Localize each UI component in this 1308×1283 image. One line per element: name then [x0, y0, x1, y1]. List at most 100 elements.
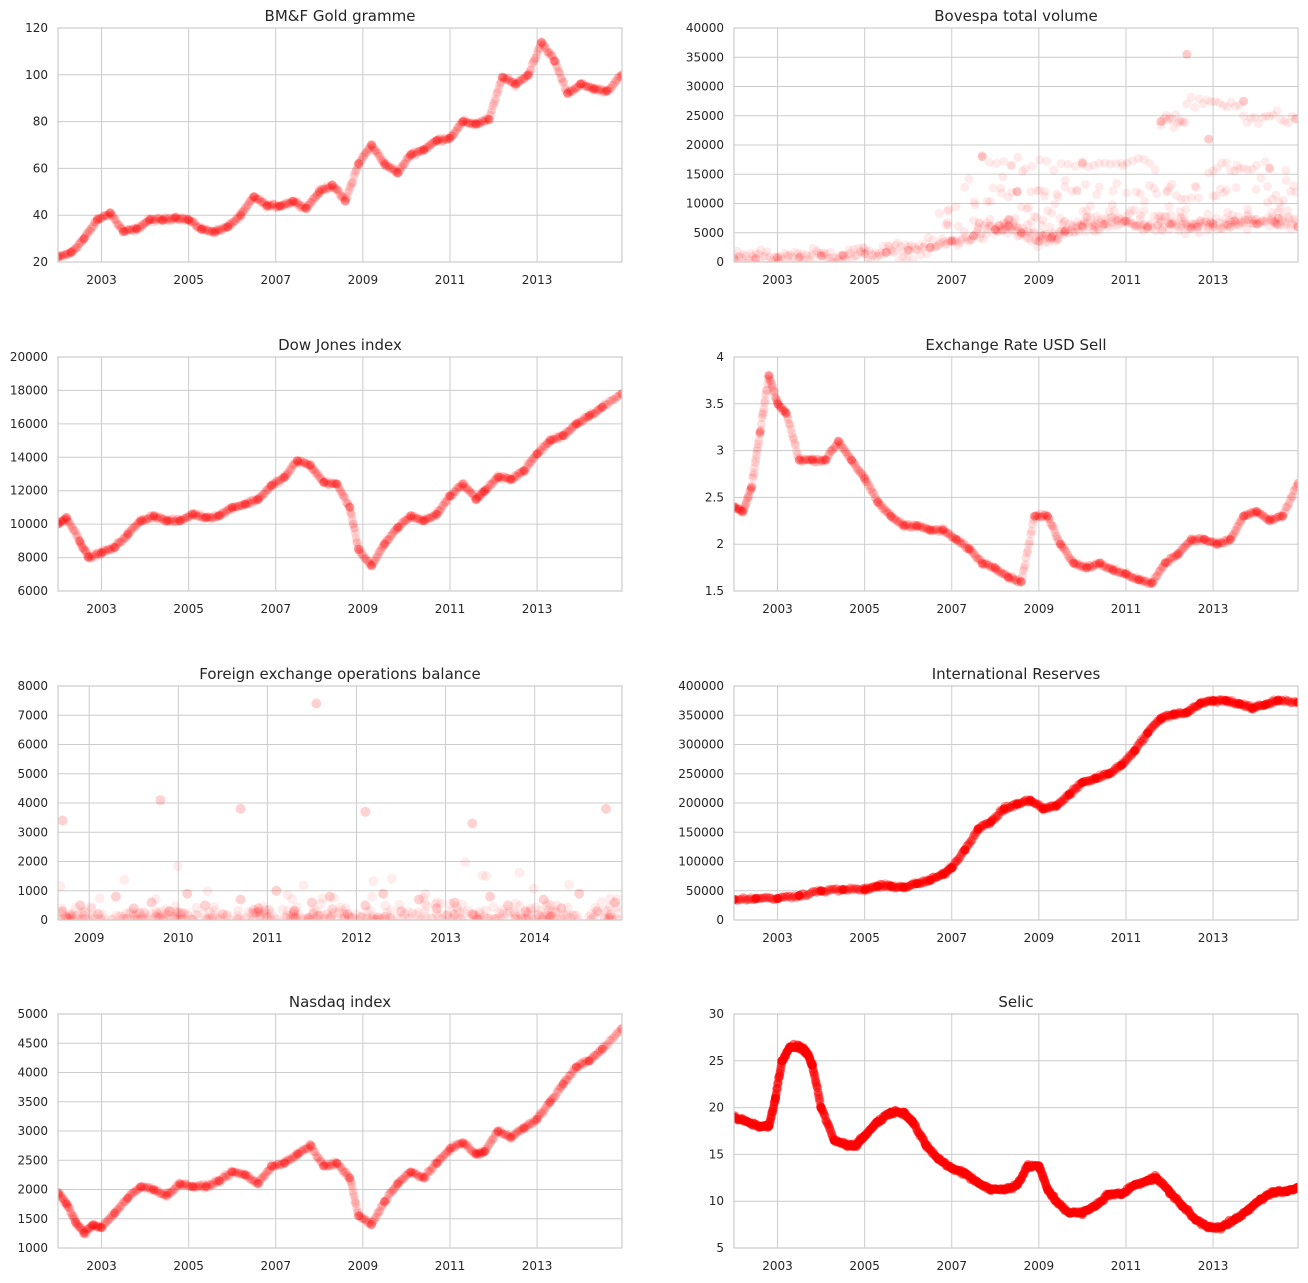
data-point: [894, 517, 904, 527]
data-point: [98, 1223, 107, 1233]
data-point: [1147, 722, 1157, 732]
data-point: [273, 201, 283, 211]
data-point: [389, 527, 399, 537]
data-point: [939, 237, 949, 247]
data-point: [1238, 218, 1248, 228]
data-point: [61, 912, 72, 920]
data-point: [1106, 769, 1116, 778]
data-point: [746, 485, 756, 495]
data-point: [1157, 225, 1167, 234]
data-point: [124, 225, 134, 235]
data-point: [1191, 182, 1201, 192]
data-point: [1005, 215, 1015, 225]
y-tick-label: 3000: [17, 825, 48, 839]
data-point: [413, 1172, 423, 1181]
data-point: [1273, 220, 1282, 230]
data-point: [572, 1062, 582, 1072]
data-point: [600, 1042, 610, 1052]
data-point: [353, 1208, 363, 1218]
data-point: [112, 218, 122, 228]
data-point: [131, 914, 142, 920]
data-point: [396, 521, 405, 531]
data-point: [1002, 228, 1012, 238]
data-point: [545, 434, 555, 444]
data-point: [1000, 569, 1010, 579]
data-point: [1154, 567, 1164, 577]
data-point: [1024, 203, 1033, 213]
data-point: [1012, 187, 1022, 197]
data-point: [997, 806, 1007, 816]
data-point: [827, 445, 837, 455]
data-point: [97, 1223, 107, 1232]
data-point: [459, 1139, 469, 1149]
data-point: [1130, 574, 1140, 584]
data-point: [794, 891, 804, 901]
data-point: [1020, 560, 1030, 570]
data-point: [350, 528, 360, 538]
data-point: [101, 210, 111, 220]
data-point: [858, 471, 868, 481]
data-point: [374, 547, 384, 557]
data-point: [893, 882, 903, 892]
data-point: [1197, 698, 1207, 708]
data-point: [171, 911, 182, 920]
data-point: [1219, 219, 1229, 229]
data-point: [367, 139, 377, 149]
data-point: [942, 239, 952, 248]
data-point: [58, 251, 67, 261]
data-point: [1186, 92, 1196, 102]
data-point: [1239, 111, 1249, 121]
data-point: [736, 506, 746, 516]
data-point: [1075, 779, 1085, 789]
data-point: [802, 455, 812, 465]
data-point: [1091, 774, 1100, 784]
data-point: [183, 215, 193, 225]
data-point: [1135, 211, 1145, 221]
data-point: [321, 185, 331, 195]
data-point: [415, 914, 425, 920]
data-point: [1030, 512, 1039, 522]
data-point: [225, 1167, 235, 1177]
data-point: [1117, 760, 1127, 770]
data-point: [1258, 511, 1268, 521]
data-point: [890, 881, 899, 891]
data-point: [941, 220, 951, 230]
data-point: [282, 1156, 292, 1166]
data-point: [288, 912, 299, 920]
data-point: [1051, 531, 1061, 541]
data-point: [333, 185, 343, 195]
data-point: [573, 1061, 583, 1071]
data-point: [1040, 229, 1050, 239]
data-point: [484, 116, 494, 125]
data-point: [757, 413, 767, 423]
data-point: [915, 520, 925, 530]
data-point: [155, 215, 165, 225]
data-point: [1287, 698, 1297, 707]
data-point: [774, 400, 784, 410]
data-point: [835, 440, 845, 450]
data-point: [1108, 186, 1118, 196]
data-point: [1226, 97, 1236, 107]
data-point: [860, 473, 870, 483]
data-point: [361, 906, 372, 917]
data-point: [78, 1226, 88, 1236]
data-point: [167, 515, 176, 525]
data-point: [1287, 111, 1297, 121]
data-point: [262, 1167, 272, 1177]
data-point: [1211, 540, 1221, 550]
data-point: [294, 457, 304, 467]
data-point: [336, 191, 346, 201]
data-point: [272, 202, 282, 211]
data-point: [1114, 568, 1124, 578]
data-point: [450, 1143, 460, 1153]
data-point: [135, 517, 145, 527]
data-point: [217, 224, 227, 234]
data-point: [942, 866, 952, 876]
data-point: [424, 514, 434, 523]
data-point: [328, 479, 338, 489]
data-point: [149, 511, 159, 520]
data-point: [740, 894, 750, 904]
data-point: [490, 914, 501, 920]
data-point: [500, 73, 510, 83]
data-point: [885, 881, 895, 891]
